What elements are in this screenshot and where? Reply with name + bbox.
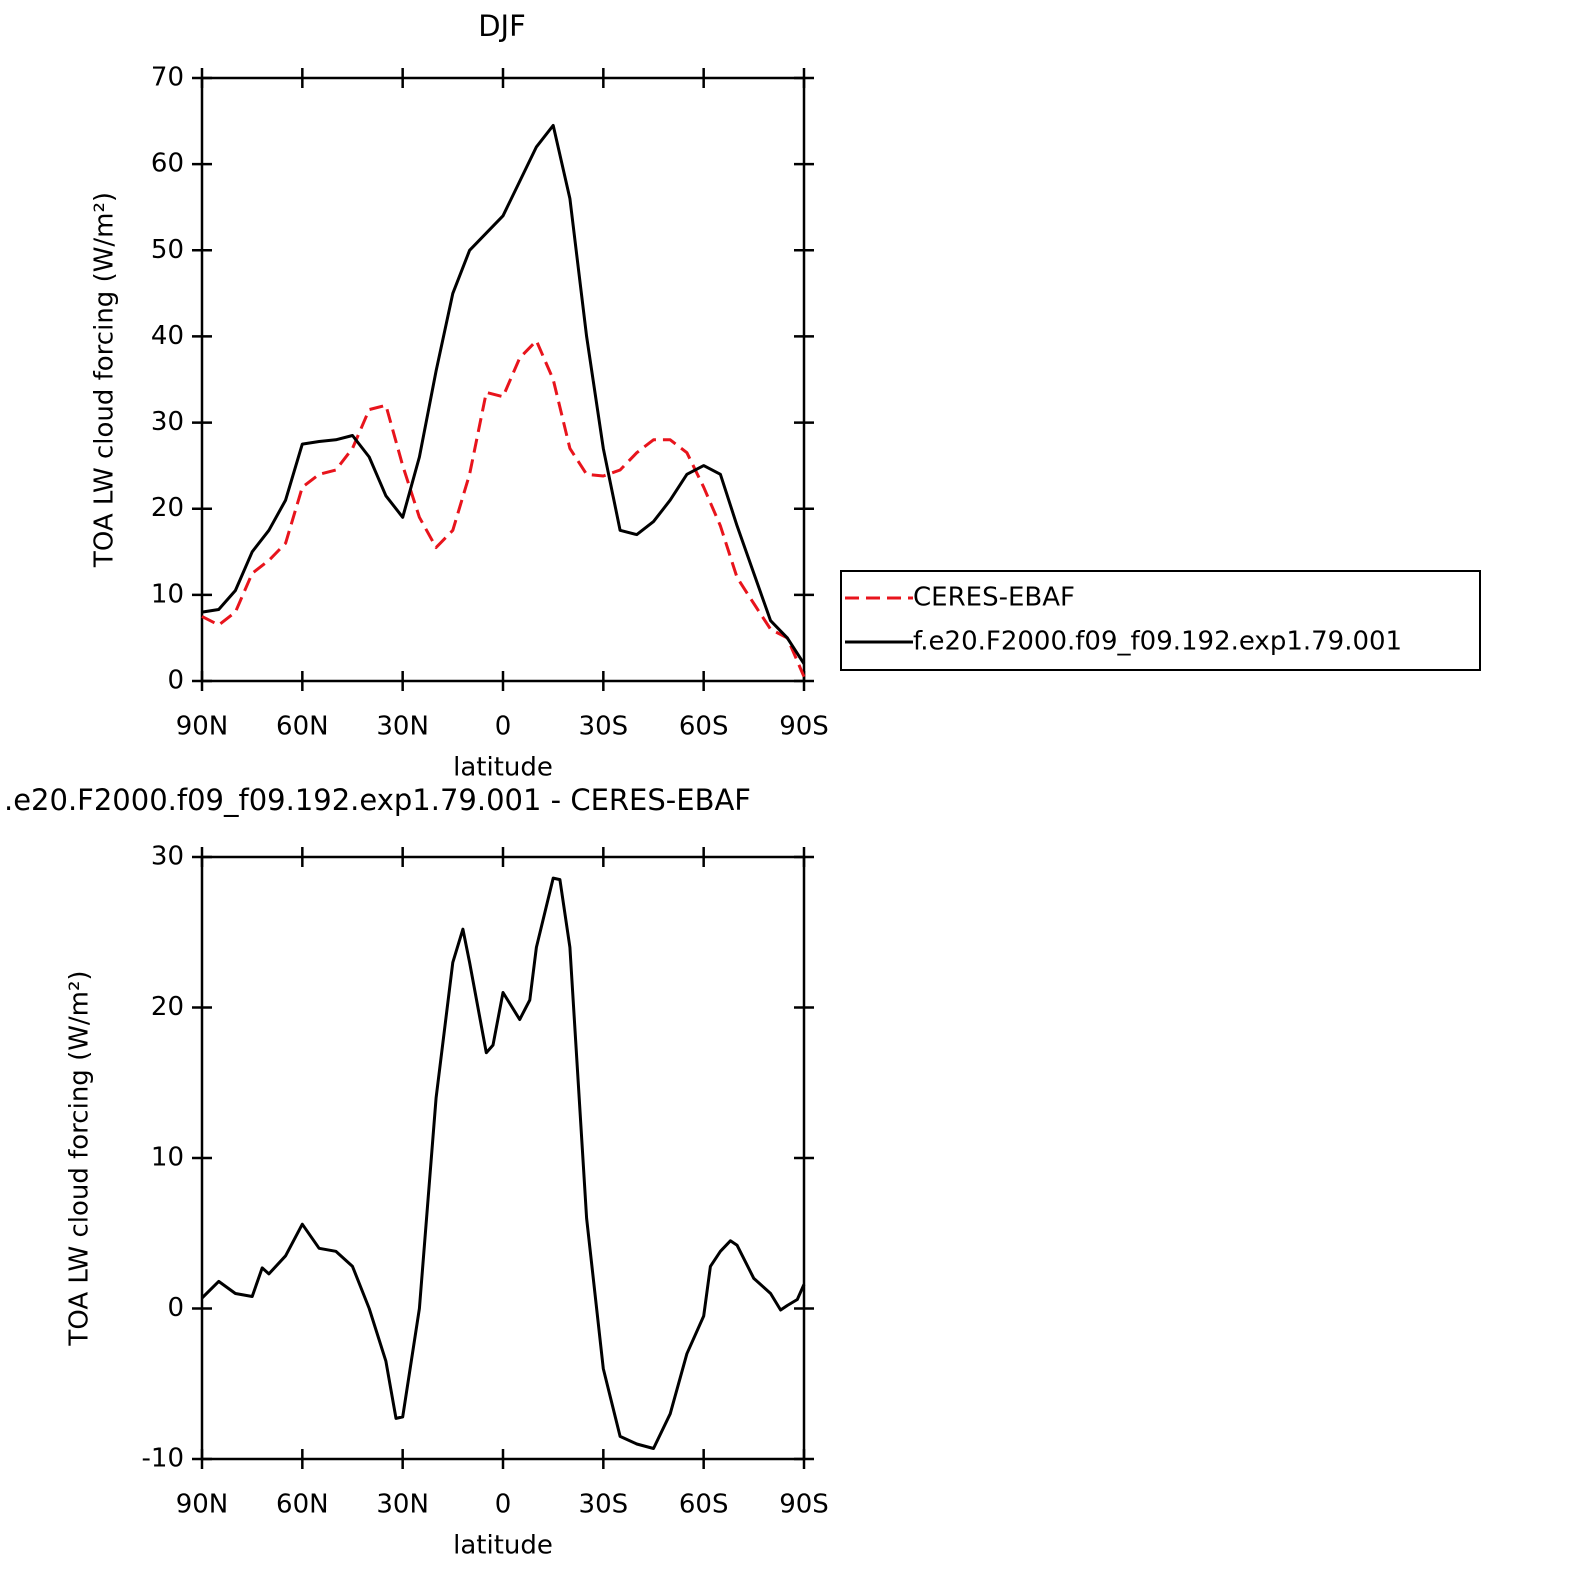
y-tick-label: 20 <box>151 992 184 1022</box>
x-tick-label: 60N <box>276 712 329 742</box>
x-tick-label: 30N <box>376 712 429 742</box>
x-tick-label: 90S <box>779 712 829 742</box>
x-tick-label: 60S <box>679 1490 729 1520</box>
plot-frame <box>200 76 806 683</box>
x-tick-label: 90N <box>176 1490 229 1520</box>
plot-frame <box>200 855 806 1461</box>
y-tick-label: 20 <box>151 493 184 523</box>
y-tick-label: 30 <box>151 407 184 437</box>
data-line <box>201 339 806 678</box>
y-tick-label: 40 <box>151 321 184 351</box>
y-tick-label: 10 <box>151 579 184 609</box>
x-axis-label: latitude <box>453 753 553 783</box>
x-tick-label: 90N <box>176 712 229 742</box>
y-axis-label: TOA LW cloud forcing (W/m²) <box>90 192 120 568</box>
x-tick-label: 30S <box>579 1490 629 1520</box>
legend-box <box>840 570 1481 671</box>
y-tick-label: 60 <box>151 149 184 179</box>
x-axis-label: latitude <box>453 1531 553 1561</box>
y-tick-label: 0 <box>167 1293 184 1323</box>
chart-title: .e20.F2000.f09_f09.192.exp1.79.001 - CER… <box>4 783 751 817</box>
data-line <box>200 876 806 1450</box>
data-line <box>201 123 806 665</box>
legend-label: f.e20.F2000.f09_f09.192.exp1.79.001 <box>913 627 1402 657</box>
x-tick-label: 30S <box>579 712 629 742</box>
chart-title: DJF <box>478 9 526 43</box>
x-tick-label: 60N <box>276 1490 329 1520</box>
x-tick-label: 60S <box>679 712 729 742</box>
x-tick-label: 0 <box>495 1490 512 1520</box>
y-axis-label: TOA LW cloud forcing (W/m²) <box>65 970 95 1346</box>
x-tick-label: 30N <box>376 1490 429 1520</box>
y-tick-label: 70 <box>151 63 184 93</box>
legend-label: CERES-EBAF <box>913 583 1075 613</box>
y-tick-label: -10 <box>142 1444 184 1474</box>
y-tick-label: 0 <box>167 666 184 696</box>
y-tick-label: 10 <box>151 1143 184 1173</box>
y-tick-label: 50 <box>151 235 184 265</box>
x-tick-label: 90S <box>779 1490 829 1520</box>
x-tick-label: 0 <box>495 712 512 742</box>
y-tick-label: 30 <box>151 842 184 872</box>
